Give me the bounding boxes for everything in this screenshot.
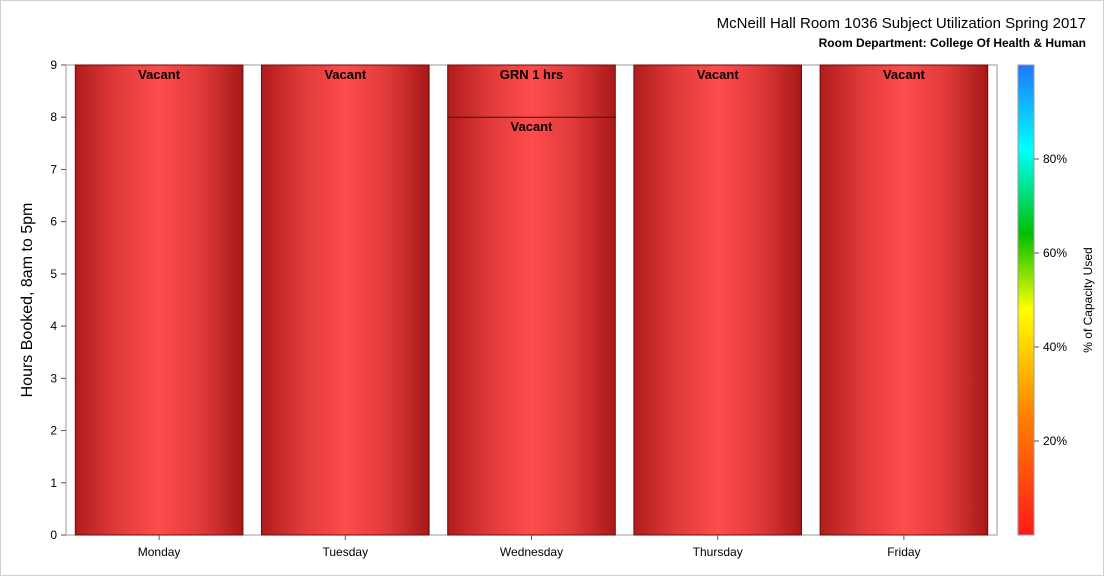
bar-segment-label: Vacant bbox=[138, 67, 181, 82]
colorbar-tick-label: 20% bbox=[1043, 434, 1067, 448]
bar-segment bbox=[633, 64, 802, 536]
x-tick-label: Tuesday bbox=[323, 545, 369, 559]
y-tick-label: 5 bbox=[50, 267, 57, 281]
y-tick-label: 3 bbox=[50, 371, 57, 385]
bar-segment bbox=[819, 64, 989, 536]
y-tick-label: 1 bbox=[50, 476, 57, 490]
x-axis: Monday Tuesday Wednesday Thursday Friday bbox=[138, 535, 921, 559]
chart-subtitle: Room Department: College Of Health & Hum… bbox=[819, 36, 1086, 50]
colorbar-ticks: 20% 40% 60% 80% bbox=[1034, 152, 1067, 448]
x-tick-label: Monday bbox=[138, 545, 181, 559]
bar-segment-label: Vacant bbox=[324, 67, 367, 82]
bar-segment-label: Vacant bbox=[883, 67, 926, 82]
colorbar-tick-label: 80% bbox=[1043, 152, 1067, 166]
y-tick-label: 9 bbox=[50, 58, 57, 72]
colorbar bbox=[1017, 64, 1035, 536]
bar-segment-label: Vacant bbox=[697, 67, 740, 82]
bar-segment-label: GRN 1 hrs bbox=[500, 67, 564, 82]
y-tick-label: 2 bbox=[50, 424, 57, 438]
y-tick-label: 8 bbox=[50, 110, 57, 124]
y-tick-label: 6 bbox=[50, 215, 57, 229]
x-tick-label: Wednesday bbox=[500, 545, 563, 559]
x-tick-label: Thursday bbox=[693, 545, 743, 559]
y-tick-label: 4 bbox=[50, 319, 57, 333]
bar-segment bbox=[261, 64, 430, 536]
chart-title: McNeill Hall Room 1036 Subject Utilizati… bbox=[717, 15, 1086, 32]
colorbar-tick-label: 60% bbox=[1043, 246, 1067, 260]
bars-group: Vacant Vacant Vacant GRN 1 hrs Vacant Vacant bbox=[74, 64, 989, 536]
bar-segment-label: Vacant bbox=[511, 119, 554, 134]
colorbar-tick-label: 40% bbox=[1043, 340, 1067, 354]
bar-segment bbox=[74, 64, 244, 536]
x-tick-label: Friday bbox=[887, 545, 920, 559]
y-axis: 0 1 2 3 4 5 6 7 8 9 bbox=[50, 58, 66, 542]
y-axis-label: Hours Booked, 8am to 5pm bbox=[19, 203, 36, 398]
y-tick-label: 7 bbox=[50, 162, 57, 176]
bar-segment bbox=[447, 116, 616, 536]
y-tick-label: 0 bbox=[50, 528, 57, 542]
colorbar-label: % of Capacity Used bbox=[1081, 247, 1095, 352]
bar-segment bbox=[447, 64, 616, 118]
